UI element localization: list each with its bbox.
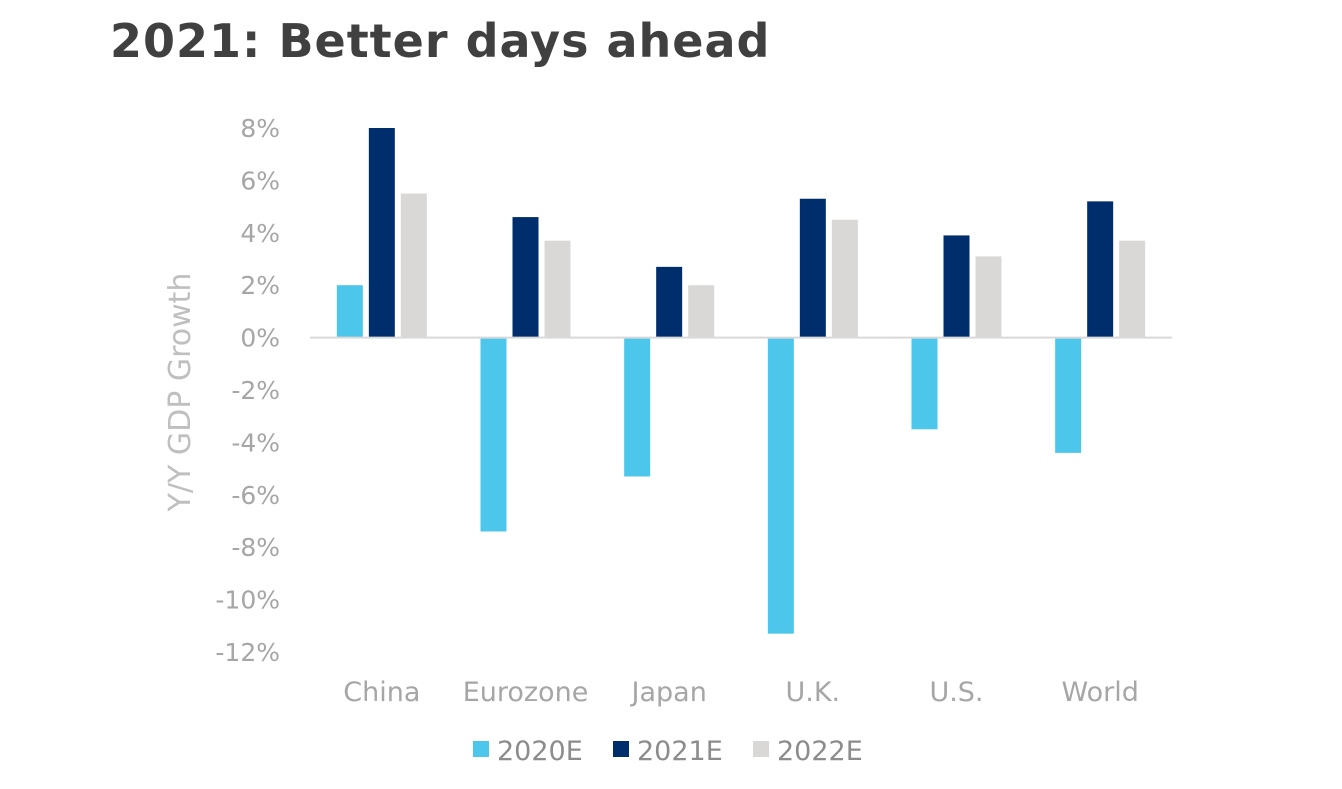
- y-tick-label: -12%: [215, 638, 280, 667]
- x-category-label: China: [343, 677, 420, 708]
- legend-label-2022E: 2022E: [777, 736, 863, 767]
- bar-2020E-Japan: [624, 337, 651, 477]
- legend-label-2020E: 2020E: [497, 736, 583, 767]
- page-title: 2021: Better days ahead: [110, 14, 771, 68]
- bar-2022E-U.K.: [831, 219, 858, 338]
- y-tick-label: 2%: [240, 271, 280, 300]
- x-category-label: World: [1061, 677, 1138, 708]
- x-category-label: U.S.: [929, 677, 983, 708]
- bar-2022E-Japan: [688, 285, 715, 338]
- bar-2020E-U.S.: [911, 337, 938, 430]
- y-tick-label: -8%: [231, 533, 280, 562]
- x-category-label: U.K.: [786, 677, 841, 708]
- legend-swatch-2020E: [473, 741, 489, 757]
- bar-2021E-U.K.: [799, 198, 826, 338]
- y-tick-label: -10%: [215, 586, 280, 615]
- bar-2020E-China: [336, 285, 363, 338]
- bar-2022E-Eurozone: [544, 240, 571, 338]
- bar-2021E-Eurozone: [512, 217, 539, 338]
- bar-2021E-China: [368, 128, 395, 338]
- x-axis-categories: China Eurozone Japan U.K. U.S. World: [343, 677, 1139, 708]
- y-axis-label: Y/Y GDP Growth: [163, 273, 198, 513]
- y-axis-ticks: 8% 6% 4% 2% 0% -2% -4% -6% -8% -10% -12%: [215, 114, 280, 667]
- legend-swatch-2022E: [753, 741, 769, 757]
- legend-label-2021E: 2021E: [637, 736, 723, 767]
- y-tick-label: 8%: [240, 114, 280, 143]
- legend: 2020E 2021E 2022E: [473, 736, 863, 767]
- y-tick-label: 6%: [240, 166, 280, 195]
- bar-2021E-Japan: [656, 266, 683, 338]
- bar-2021E-World: [1087, 201, 1114, 338]
- bar-2020E-U.K.: [767, 337, 794, 634]
- bar-2022E-China: [400, 193, 427, 338]
- y-tick-label: -2%: [231, 376, 280, 405]
- bar-2021E-U.S.: [943, 235, 970, 338]
- bar-2022E-U.S.: [975, 256, 1002, 338]
- y-tick-label: -6%: [231, 481, 280, 510]
- y-tick-label: -4%: [231, 428, 280, 457]
- bar-2022E-World: [1119, 240, 1146, 338]
- bars: [336, 128, 1146, 634]
- legend-swatch-2021E: [613, 741, 629, 757]
- y-tick-label: 4%: [240, 219, 280, 248]
- bar-2020E-World: [1055, 337, 1082, 453]
- y-tick-label: 0%: [240, 324, 280, 353]
- x-category-label: Eurozone: [463, 677, 589, 708]
- x-category-label: Japan: [630, 677, 707, 708]
- bar-2020E-Eurozone: [480, 337, 507, 532]
